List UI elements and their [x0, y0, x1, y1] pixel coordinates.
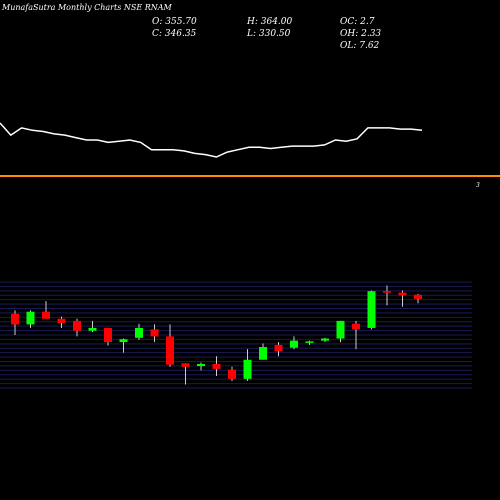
- candle-body: [212, 363, 221, 369]
- candle-body: [150, 329, 159, 337]
- oh-value: OH: 2.33: [340, 29, 381, 39]
- candle-body: [119, 339, 128, 343]
- high-value: H: 364.00: [246, 17, 293, 27]
- candle-body: [414, 294, 422, 299]
- candle-body: [26, 311, 35, 325]
- chart-title: MunafaSutra Monthly Charts NSE RNAM: [1, 3, 173, 12]
- candle-body: [166, 336, 174, 365]
- candle-body: [88, 327, 97, 331]
- candle-body: [181, 363, 190, 367]
- candle-body: [321, 338, 329, 341]
- open-value: O: 355.70: [152, 17, 197, 27]
- candlestick-series: [11, 285, 422, 385]
- candle-body: [274, 344, 283, 352]
- low-value: L: 330.50: [246, 29, 291, 39]
- candle-body: [11, 313, 19, 325]
- candle-body: [104, 327, 112, 343]
- candle-body: [57, 318, 66, 323]
- candle-body: [367, 291, 376, 328]
- candle-body: [398, 292, 407, 296]
- candle-body: [305, 341, 314, 343]
- candle-body: [259, 347, 267, 360]
- candle-body: [383, 291, 391, 293]
- close-value: C: 346.35: [152, 29, 197, 39]
- divider-label: 3: [476, 182, 480, 189]
- candle-body: [352, 323, 360, 330]
- ol-value: OL: 7.62: [340, 41, 380, 51]
- oc-value: OC: 2.7: [340, 17, 375, 27]
- candle-body: [197, 363, 205, 367]
- candle-body: [336, 320, 345, 339]
- candle-body: [290, 340, 298, 348]
- candle-body: [73, 320, 81, 331]
- candle-body: [42, 311, 50, 319]
- candle-body: [135, 327, 143, 338]
- candle-body: [243, 359, 252, 379]
- price-line-series: [0, 122, 423, 158]
- candle-body: [228, 369, 236, 379]
